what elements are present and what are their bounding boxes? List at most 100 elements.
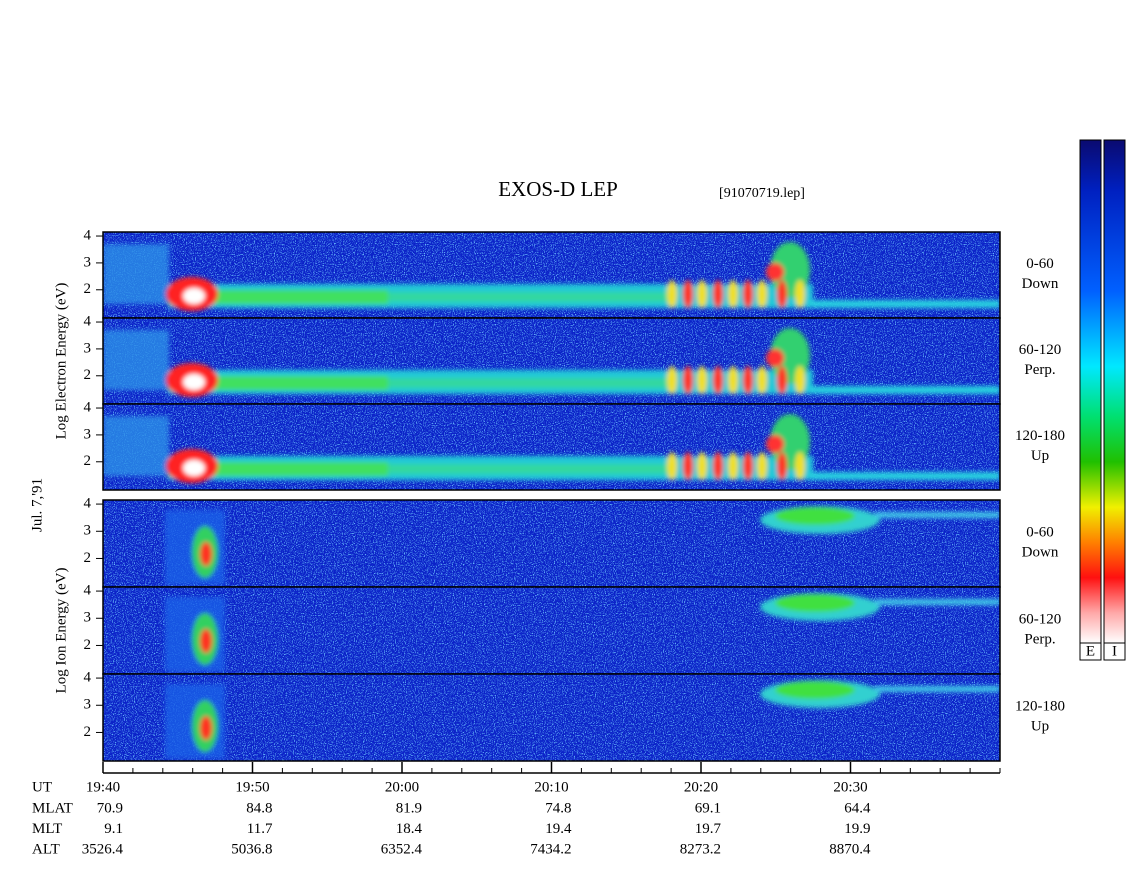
y-tick-label: 2 (84, 281, 92, 297)
ephemeris-value: 3526.4 (82, 841, 124, 857)
feature (200, 629, 212, 653)
date-label: Jul. 7,'91 (29, 478, 45, 532)
feature (200, 716, 212, 740)
feature (200, 542, 212, 566)
panel-label-line: 60-120 (1019, 612, 1062, 628)
y-tick-label: 3 (84, 426, 92, 442)
spectrogram (103, 587, 1000, 674)
feature (875, 686, 1000, 692)
ephemeris-value: 64.4 (844, 800, 871, 816)
feature (183, 288, 205, 304)
feature (766, 263, 784, 281)
feature (743, 452, 753, 480)
feature (183, 460, 205, 476)
ephemeris-value: 69.1 (695, 800, 721, 816)
spectrogram (103, 232, 1000, 318)
ephemeris-value: 19.7 (695, 821, 722, 837)
panel-label-line: 0-60 (1026, 525, 1054, 541)
ephemeris-value: 8870.4 (829, 841, 871, 857)
panel-label-line: 120-180 (1015, 699, 1065, 715)
feature (775, 594, 855, 612)
feature (103, 330, 169, 390)
feature (810, 472, 1000, 480)
spectrogram (103, 500, 1000, 587)
y-tick-label: 2 (84, 453, 92, 469)
feature (103, 416, 169, 476)
file-label: [91070719.lep] (719, 186, 805, 201)
panel-label-line: Perp. (1024, 362, 1055, 378)
y-tick-label: 3 (84, 254, 92, 270)
panel-label: 60-120 Perp. (1019, 612, 1062, 648)
panel-frame (102, 673, 1001, 762)
ephemeris-label: ALT (32, 841, 60, 857)
feature (713, 280, 723, 308)
ephemeris-label: MLT (32, 821, 62, 837)
feature (667, 280, 677, 308)
ephemeris-value: 8273.2 (680, 841, 721, 857)
ephemeris-value: 6352.4 (381, 841, 423, 857)
spectrogram-features (103, 328, 1000, 397)
feature (388, 464, 668, 474)
x-tick-label: 19:40 (86, 779, 120, 795)
spectrogram (103, 318, 1000, 404)
feature (713, 452, 723, 480)
ut-label: UT (32, 779, 52, 795)
colorbar-label-box (1103, 642, 1126, 661)
x-tick-label: 19:50 (235, 779, 269, 795)
feature (775, 507, 855, 525)
feature (683, 366, 693, 394)
spectrogram-features (103, 414, 1000, 483)
panel-label-line: 120-180 (1015, 428, 1065, 444)
feature (103, 244, 169, 304)
ephemeris-label: MLAT (32, 800, 73, 816)
feature (757, 452, 767, 480)
ephemeris-value: 81.9 (396, 800, 422, 816)
spectrogram-features (103, 242, 1000, 311)
panel-label-line: Up (1031, 719, 1049, 735)
ephemeris-value: 7434.2 (530, 841, 571, 857)
feature (713, 366, 723, 394)
y-tick-label: 4 (84, 313, 92, 329)
x-tick-label: 20:30 (833, 779, 867, 795)
panel-label: 60-120 Perp. (1019, 342, 1062, 378)
panel-label: 0-60 Down (1022, 525, 1059, 561)
feature (697, 452, 707, 480)
panel-label: 0-60 Down (1022, 256, 1059, 292)
y-tick-label: 2 (84, 550, 92, 566)
ephemeris-value: 9.1 (104, 821, 123, 837)
panel-label-line: 0-60 (1026, 256, 1054, 272)
panel-label: 120-180 Up (1015, 699, 1065, 735)
colorbar-label: E (1086, 643, 1095, 659)
feature (875, 512, 1000, 518)
panel-label-line: Perp. (1024, 632, 1055, 648)
y-axis-label: Log Electron Energy (eV) (53, 283, 69, 440)
colorbar-label: I (1112, 643, 1117, 659)
chart-title: EXOS-D LEP (498, 177, 618, 201)
ephemeris-value: 84.8 (246, 800, 272, 816)
feature (766, 349, 784, 367)
spectrogram (103, 404, 1000, 490)
feature (388, 378, 668, 388)
spectrogram-features (165, 593, 1000, 672)
y-tick-label: 3 (84, 523, 92, 539)
x-tick-label: 20:20 (684, 779, 718, 795)
feature (795, 280, 805, 308)
ephemeris-value: 18.4 (396, 821, 423, 837)
feature (683, 280, 693, 308)
feature (810, 300, 1000, 308)
panel-label: 120-180 Up (1015, 428, 1065, 464)
y-tick-label: 3 (84, 340, 92, 356)
ephemeris-value: 70.9 (97, 800, 123, 816)
ephemeris-value: 19.9 (844, 821, 870, 837)
spectrogram-features (165, 506, 1000, 585)
ephemeris-value: 5036.8 (231, 841, 272, 857)
y-tick-label: 2 (84, 637, 92, 653)
x-tick-label: 20:10 (534, 779, 568, 795)
feature (743, 280, 753, 308)
feature (795, 366, 805, 394)
feature (777, 366, 787, 394)
feature (667, 366, 677, 394)
y-tick-label: 3 (84, 697, 92, 713)
feature (683, 452, 693, 480)
feature (168, 290, 388, 304)
